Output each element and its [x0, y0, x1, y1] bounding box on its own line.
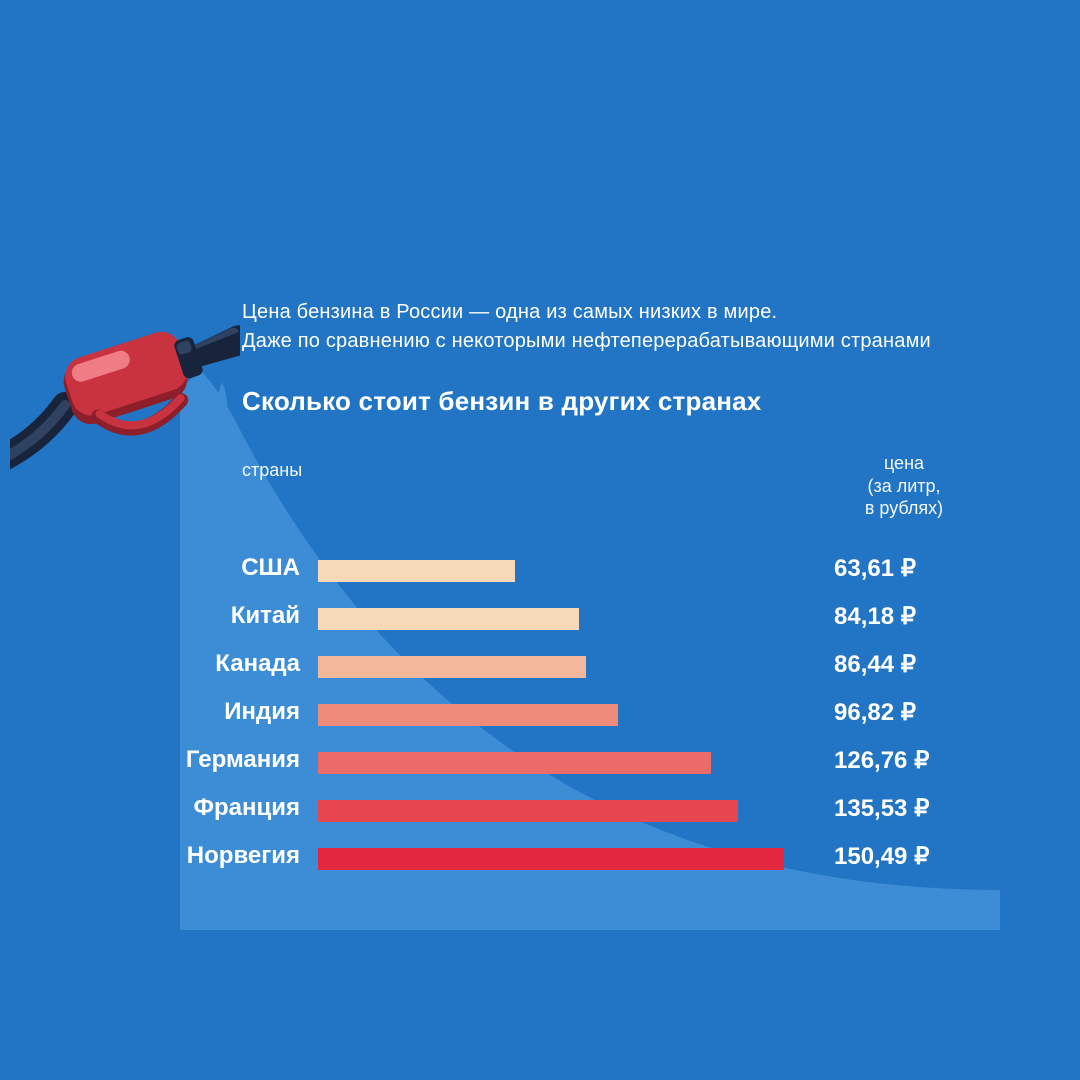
price-value: 63,61 ₽ [834, 554, 1004, 583]
bar [318, 560, 515, 582]
bar [318, 608, 579, 630]
country-label: Германия [0, 746, 300, 774]
country-label: Франция [0, 794, 300, 822]
price-value: 86,44 ₽ [834, 650, 1004, 679]
bar-track [318, 800, 738, 822]
country-label: Канада [0, 650, 300, 678]
bar-chart: США 63,61 ₽ Китай 84,18 ₽ Канада 86,44 ₽ Индия… [0, 548, 1080, 884]
bar [318, 656, 586, 678]
table-row: Канада 86,44 ₽ [0, 644, 1080, 692]
country-label: Индия [0, 698, 300, 726]
chart-title: Сколько стоит бензин в других странах [242, 386, 761, 417]
fuel-nozzle-icon [10, 290, 240, 520]
country-label: Норвегия [0, 842, 300, 870]
price-value: 126,76 ₽ [834, 746, 1004, 775]
bar-track [318, 560, 515, 582]
bar-track [318, 752, 711, 774]
table-row: Франция 135,53 ₽ [0, 788, 1080, 836]
price-header-line3: в рублях) [865, 498, 943, 518]
bar [318, 704, 618, 726]
table-row: Норвегия 150,49 ₽ [0, 836, 1080, 884]
country-label: США [0, 554, 300, 582]
price-value: 150,49 ₽ [834, 842, 1004, 871]
price-value: 135,53 ₽ [834, 794, 1004, 823]
price-header-line2: (за литр, [867, 476, 940, 496]
table-row: Индия 96,82 ₽ [0, 692, 1080, 740]
bar [318, 848, 784, 870]
bar [318, 752, 711, 774]
intro-line2: Даже по сравнению с некоторыми нефтепере… [242, 330, 931, 352]
bar-track [318, 656, 586, 678]
bar [318, 800, 738, 822]
price-header-line1: цена [884, 453, 924, 473]
table-row: США 63,61 ₽ [0, 548, 1080, 596]
country-label: Китай [0, 602, 300, 630]
column-header-countries: страны [242, 460, 302, 481]
bar-track [318, 704, 618, 726]
price-value: 84,18 ₽ [834, 602, 1004, 631]
price-value: 96,82 ₽ [834, 698, 1004, 727]
table-row: Германия 126,76 ₽ [0, 740, 1080, 788]
table-row: Китай 84,18 ₽ [0, 596, 1080, 644]
intro-text: Цена бензина в России — одна из самых ни… [242, 298, 931, 356]
column-header-price: цена (за литр, в рублях) [834, 452, 974, 520]
bar-track [318, 608, 579, 630]
bar-track [318, 848, 784, 870]
intro-line1: Цена бензина в России — одна из самых ни… [242, 301, 777, 323]
infographic-canvas: Цена бензина в России — одна из самых ни… [0, 0, 1080, 1080]
